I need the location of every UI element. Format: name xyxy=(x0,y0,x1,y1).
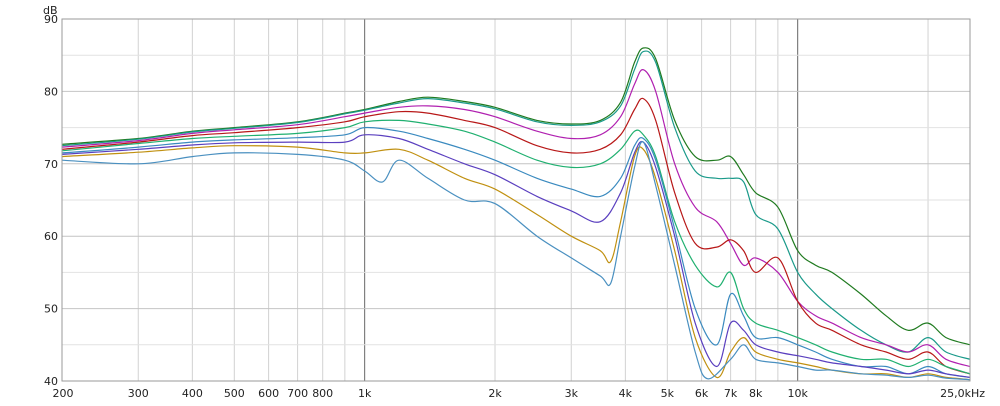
y-tick-label: 40 xyxy=(44,375,58,388)
series-group xyxy=(62,47,970,381)
x-tick-label: 600 xyxy=(258,387,279,400)
series-line-4 xyxy=(62,97,970,375)
y-axis-unit: dB xyxy=(43,4,58,17)
y-tick-label: 70 xyxy=(44,158,58,171)
series-line-2 xyxy=(62,50,970,360)
y-tick-label: 80 xyxy=(44,85,58,98)
x-tick-label: 3k xyxy=(565,387,579,400)
x-tick-label: 2k xyxy=(488,387,502,400)
x-tick-label: 700 xyxy=(287,387,308,400)
y-tick-label: 90 xyxy=(44,13,58,26)
plot-frame xyxy=(61,18,971,382)
x-tick-label: 10k xyxy=(787,387,808,400)
x-tick-label: 800 xyxy=(312,387,333,400)
x-tick-label: 500 xyxy=(224,387,245,400)
series-line-1 xyxy=(62,47,970,346)
x-tick-label: 1k xyxy=(358,387,372,400)
x-tick-label: 7k xyxy=(724,387,738,400)
series-line-6 xyxy=(62,126,970,378)
y-tick-label: 60 xyxy=(44,230,58,243)
series-line-3 xyxy=(62,69,970,368)
x-tick-label: 200 xyxy=(53,387,74,400)
x-tick-label: 6k xyxy=(695,387,709,400)
series-line-9 xyxy=(62,141,970,381)
x-tick-label: 400 xyxy=(182,387,203,400)
x-tick-label: 25,0kHz xyxy=(940,387,985,400)
series-line-5 xyxy=(62,119,970,375)
x-tick-label: 5k xyxy=(661,387,675,400)
x-tick-labels: 200 300 400 500 600 700 800 1k 2k 3k 4k 5k 6k 7k 8k 10k… xyxy=(53,387,986,400)
y-tick-label: 50 xyxy=(44,303,58,316)
series-line-7 xyxy=(62,134,970,378)
y-tick-labels: 90 80 70 60 50 40 xyxy=(44,13,58,388)
x-tick-label: 8k xyxy=(749,387,763,400)
x-tick-label: 300 xyxy=(128,387,149,400)
x-tick-label: 4k xyxy=(619,387,633,400)
